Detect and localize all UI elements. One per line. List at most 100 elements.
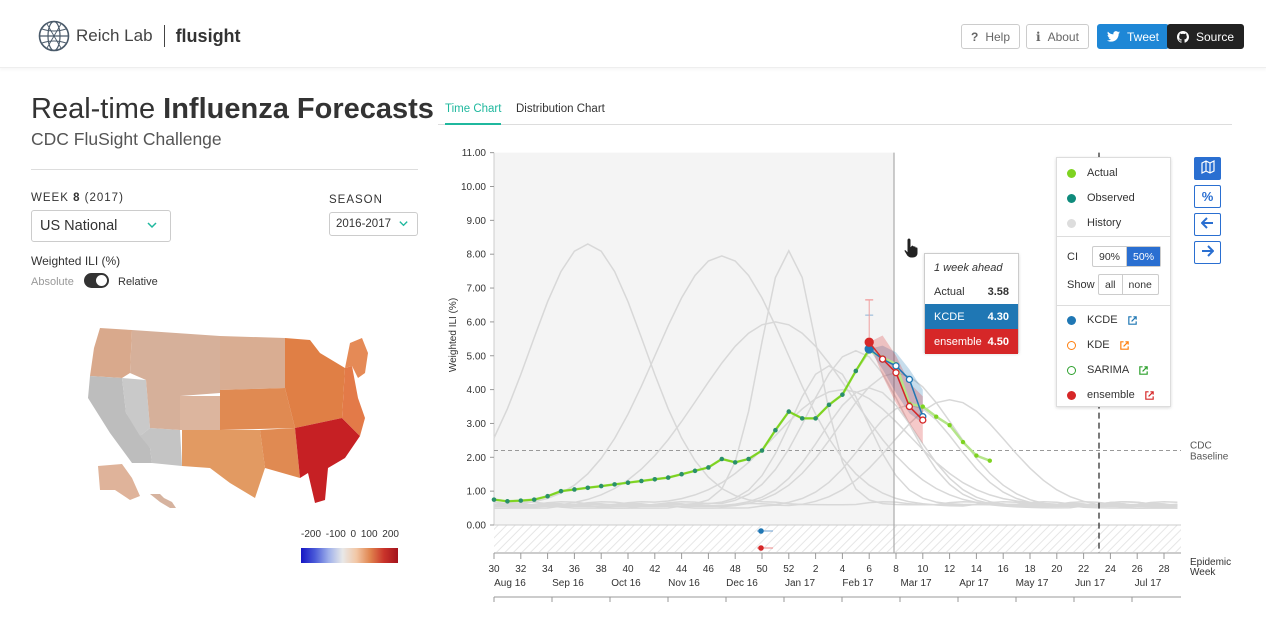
tooltip-row-label: Actual	[934, 285, 965, 298]
map-region-mountain[interactable]	[130, 330, 220, 430]
week-prefix: WEEK	[31, 192, 74, 204]
map-region-north-plains[interactable]	[220, 336, 285, 390]
ci-option-90[interactable]: 90%	[1099, 250, 1121, 263]
map-toggle-button[interactable]	[1194, 157, 1221, 180]
us-choropleth-map[interactable]	[80, 318, 370, 513]
observed-point	[652, 477, 658, 482]
kcde-forecast-point	[905, 375, 914, 384]
map-region-alaska[interactable]	[98, 464, 140, 500]
ensemble-forecast-point	[864, 337, 874, 347]
week-label: WEEK 8 (2017)	[31, 192, 124, 204]
map-region-arizona[interactable]	[140, 428, 182, 466]
observed-point	[719, 456, 725, 462]
observed-point	[572, 487, 577, 492]
github-icon	[1177, 30, 1189, 43]
season-select[interactable]: 2016-2017	[329, 212, 418, 236]
help-button[interactable]: ? Help	[961, 24, 1021, 49]
baseline-label-line1: CDC	[1190, 441, 1212, 452]
actual-point	[934, 414, 939, 419]
map-region-new-england[interactable]	[345, 338, 368, 378]
tab-time-chart[interactable]: Time Chart	[445, 103, 502, 125]
past-region	[494, 152, 894, 525]
show-none-button[interactable]: none	[1121, 275, 1158, 294]
observed-point	[679, 471, 684, 477]
observed-point	[598, 483, 604, 489]
legend-model-sarima[interactable]: SARIMA	[1067, 363, 1149, 377]
ensemble-forecast-point	[878, 355, 887, 363]
week-year: (2017)	[80, 192, 124, 204]
time-chart[interactable]: 0.00 1.00 2.00 3.00 4.00 5.00 6.00 7.00 8.00 9.00…	[438, 135, 1238, 605]
map-region-south-central[interactable]	[260, 428, 300, 478]
tooltip-row-value: 3.58	[987, 285, 1009, 298]
time-chart-svg[interactable]: 0.00 1.00 2.00 3.00 4.00 5.00 6.00 7.00 8.00 9.00…	[438, 135, 1238, 605]
legend-divider	[1057, 236, 1170, 237]
legend-actual[interactable]: Actual	[1067, 166, 1118, 180]
actual-point	[960, 439, 966, 445]
legend-model-kcde[interactable]: KCDE	[1067, 313, 1138, 327]
kcde-forecast-point	[892, 362, 900, 370]
map-icon	[1200, 160, 1215, 177]
baseline-label-line2: Baseline	[1190, 452, 1229, 463]
x-tick-label: 4	[840, 564, 846, 575]
x-tick-label: 14	[971, 564, 983, 575]
map-region-colorado[interactable]	[180, 396, 220, 430]
tweet-button[interactable]: Tweet	[1097, 24, 1170, 49]
legend-model-kde[interactable]: KDE	[1067, 338, 1130, 352]
y-tick-label: 6.00	[467, 317, 487, 328]
percent-button[interactable]: %	[1194, 185, 1221, 208]
external-link-icon[interactable]	[1138, 365, 1149, 376]
title-prefix: Real-time	[31, 93, 164, 125]
ci-option-50[interactable]: 50%	[1126, 247, 1161, 266]
tooltip-row-label: KCDE	[934, 310, 965, 323]
question-icon: ?	[971, 29, 979, 44]
lab-name: Reich Lab	[76, 26, 153, 45]
source-button[interactable]: Source	[1167, 24, 1245, 49]
observed-point	[639, 478, 644, 484]
external-link-icon[interactable]	[1119, 340, 1130, 351]
ci-selector: 90% 50%	[1092, 246, 1162, 267]
brand[interactable]: Reich Lab flusight	[38, 20, 241, 52]
observed-point	[545, 493, 550, 499]
x-tick-label: 48	[730, 564, 742, 575]
map-region-hawaii[interactable]	[150, 494, 176, 508]
map-region-california[interactable]	[88, 376, 152, 463]
y-tick-label: 4.00	[467, 385, 487, 396]
region-value: US National	[40, 218, 118, 234]
x-tick-label: 44	[676, 564, 688, 575]
external-link-icon[interactable]	[1127, 315, 1138, 326]
show-all-button[interactable]: all	[1105, 278, 1116, 291]
legend-history-label: History	[1087, 217, 1122, 229]
week-number: 8	[73, 192, 81, 204]
map-region-pacific[interactable]	[90, 328, 132, 378]
observed-point	[732, 460, 738, 465]
region-select[interactable]: US National	[31, 210, 171, 242]
legend-history[interactable]: History	[1067, 216, 1121, 230]
map-region-great-lakes[interactable]	[285, 338, 345, 428]
onset-peak-band	[494, 525, 1181, 552]
legend-observed[interactable]: Observed	[1067, 191, 1135, 205]
map-region-nevada[interactable]	[122, 378, 150, 436]
tab-distribution-chart[interactable]: Distribution Chart	[516, 103, 605, 115]
legend-model-ensemble[interactable]: ensemble	[1067, 388, 1155, 402]
month-tick-label: Jul 17	[1135, 578, 1162, 589]
history-line	[493, 404, 1178, 508]
history-line	[493, 321, 1178, 509]
map-region-texas[interactable]	[182, 430, 265, 498]
external-link-icon[interactable]	[1144, 390, 1155, 401]
observed-point	[706, 465, 711, 470]
absolute-label: Absolute	[31, 276, 74, 288]
relative-label: Relative	[118, 276, 158, 288]
legend-observed-label: Observed	[1087, 192, 1135, 204]
next-week-button[interactable]	[1194, 241, 1221, 264]
x-axis-label-line2: Week	[1190, 567, 1216, 578]
tooltip-row-kcde: KCDE 4.30	[925, 304, 1018, 329]
previous-week-button[interactable]	[1194, 213, 1221, 236]
ensemble-forecast-point	[892, 369, 900, 377]
absolute-relative-toggle[interactable]	[84, 273, 109, 288]
about-button[interactable]: i About	[1026, 24, 1089, 49]
map-region-mid-atlantic[interactable]	[342, 366, 365, 436]
month-tick-label: Sep 16	[552, 578, 584, 589]
title-bold: Influenza Forecasts	[163, 93, 434, 125]
map-region-southeast[interactable]	[295, 418, 360, 503]
map-region-central[interactable]	[220, 388, 295, 430]
